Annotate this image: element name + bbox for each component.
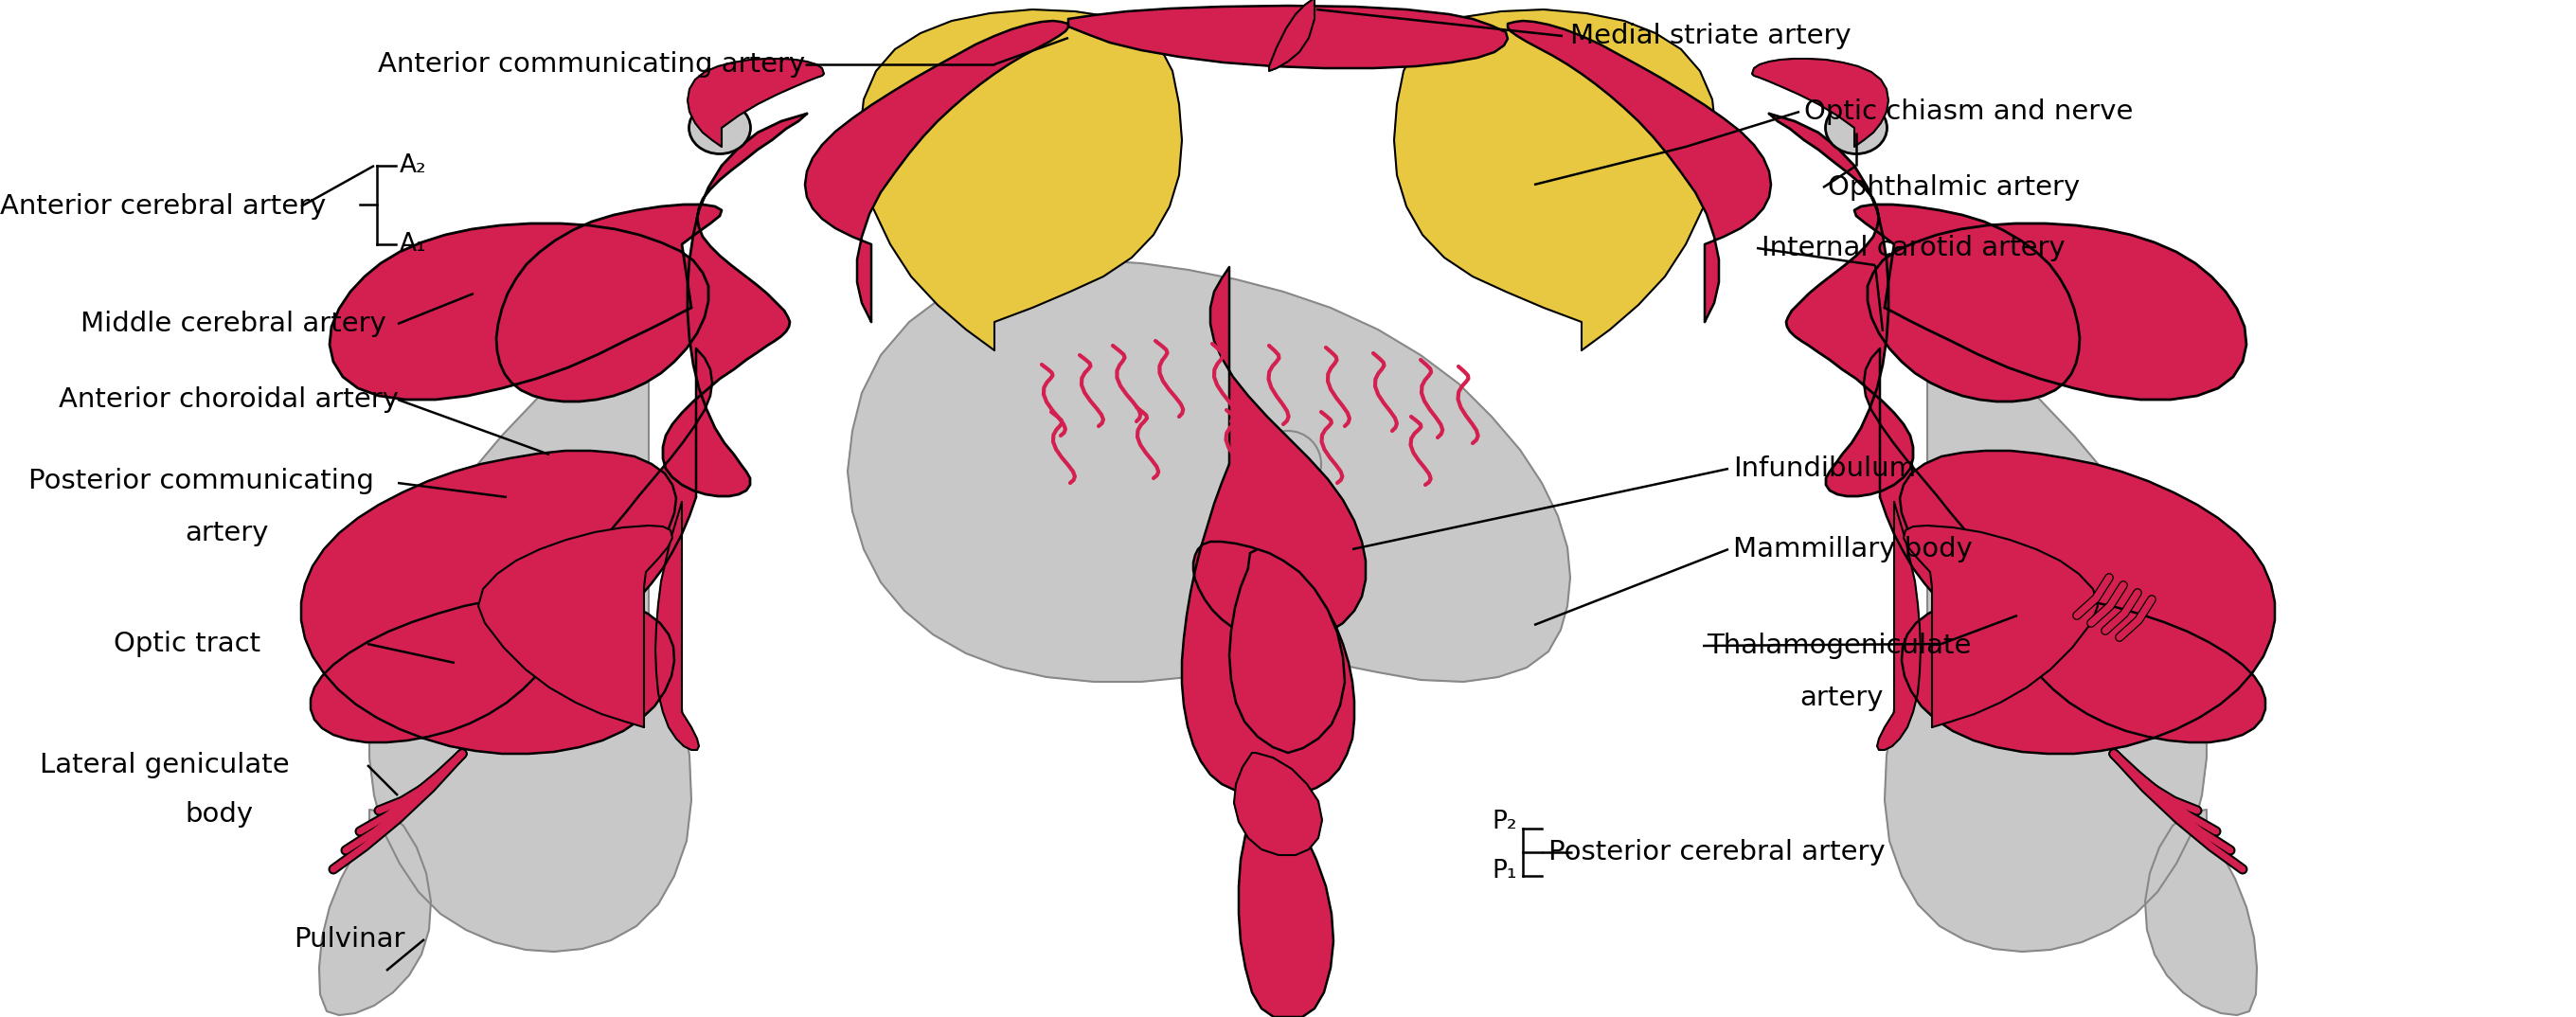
Text: Anterior choroidal artery: Anterior choroidal artery: [59, 386, 399, 413]
Polygon shape: [1770, 114, 1914, 496]
Text: Posterior cerebral artery: Posterior cerebral artery: [1548, 839, 1886, 865]
Text: A₁: A₁: [399, 232, 428, 256]
Polygon shape: [1229, 549, 1345, 753]
Text: Anterior communicating artery: Anterior communicating artery: [379, 51, 804, 77]
Text: Optic tract: Optic tract: [113, 631, 260, 657]
Polygon shape: [1507, 20, 1772, 322]
Polygon shape: [860, 9, 1182, 351]
Polygon shape: [688, 59, 824, 146]
Polygon shape: [1069, 6, 1507, 68]
Text: Ophthalmic artery: Ophthalmic artery: [1829, 174, 2079, 200]
Polygon shape: [662, 114, 806, 496]
Text: body: body: [185, 801, 252, 828]
Text: artery: artery: [185, 520, 268, 546]
Polygon shape: [1752, 59, 1888, 146]
Polygon shape: [368, 275, 690, 952]
Ellipse shape: [1255, 431, 1321, 497]
Text: Middle cerebral artery: Middle cerebral artery: [80, 310, 386, 337]
Text: Anterior cerebral artery: Anterior cerebral artery: [0, 193, 327, 220]
Polygon shape: [1865, 349, 2025, 649]
Text: Infundibulum: Infundibulum: [1734, 456, 1917, 482]
Polygon shape: [1239, 795, 1334, 1017]
Polygon shape: [654, 501, 698, 750]
Text: Internal carotid artery: Internal carotid artery: [1762, 235, 2066, 261]
Polygon shape: [2146, 810, 2257, 1015]
Text: Optic chiasm and nerve: Optic chiasm and nerve: [1803, 99, 2133, 125]
Polygon shape: [1182, 267, 1365, 795]
Text: Medial striate artery: Medial striate artery: [1571, 22, 1852, 49]
Polygon shape: [1878, 501, 1922, 750]
Text: Mammillary body: Mammillary body: [1734, 536, 1973, 562]
Text: P₂: P₂: [1492, 810, 1517, 834]
Text: Pulvinar: Pulvinar: [294, 926, 404, 953]
Text: A₂: A₂: [399, 154, 428, 178]
Polygon shape: [479, 526, 672, 727]
Text: Lateral geniculate: Lateral geniculate: [39, 752, 289, 778]
Polygon shape: [848, 260, 1571, 681]
Polygon shape: [301, 451, 675, 754]
Text: Posterior communicating: Posterior communicating: [28, 468, 374, 494]
Polygon shape: [1904, 526, 2097, 727]
Text: Thalamogeniculate: Thalamogeniculate: [1705, 633, 1971, 659]
Polygon shape: [330, 204, 721, 402]
Text: P₁: P₁: [1492, 859, 1517, 884]
Polygon shape: [1855, 204, 2246, 402]
Polygon shape: [1270, 0, 1314, 71]
Ellipse shape: [1826, 102, 1888, 154]
Polygon shape: [804, 20, 1069, 322]
Polygon shape: [1901, 451, 2275, 754]
Polygon shape: [551, 349, 711, 649]
Ellipse shape: [688, 102, 750, 154]
Polygon shape: [319, 810, 430, 1015]
Polygon shape: [1394, 9, 1716, 351]
Text: artery: artery: [1801, 684, 1883, 711]
Polygon shape: [1234, 753, 1321, 855]
Polygon shape: [1886, 275, 2208, 952]
